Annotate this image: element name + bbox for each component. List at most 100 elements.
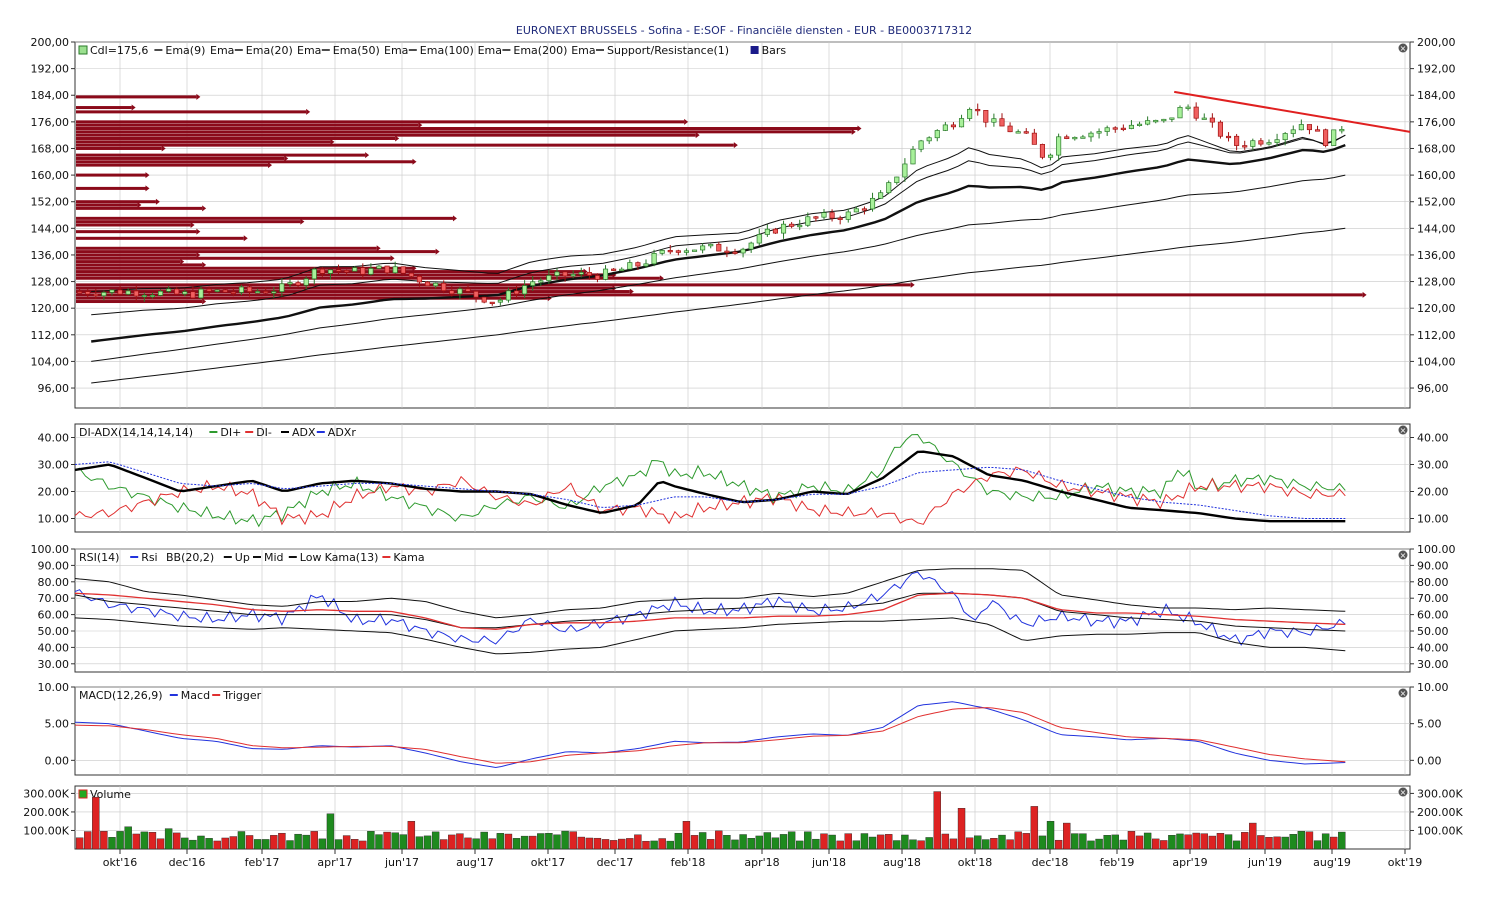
support-resistance-arrow <box>284 155 289 162</box>
candle-body <box>1290 129 1296 134</box>
candle-body <box>481 296 487 303</box>
volume-bar <box>1184 834 1192 850</box>
series-rsi <box>74 571 1346 646</box>
candle-body <box>117 289 123 295</box>
y-tick-label-left: 120,00 <box>31 302 70 315</box>
support-resistance-arrow <box>857 125 862 132</box>
candle-body <box>1096 131 1102 134</box>
volume-bar <box>1071 833 1079 850</box>
volume-bar <box>391 832 399 850</box>
candle-body <box>1331 129 1337 146</box>
y-tick-label-left: 96,00 <box>38 382 70 395</box>
candle-body <box>594 275 600 280</box>
candle-body <box>675 250 681 253</box>
support-resistance-level <box>76 253 197 257</box>
support-resistance-level <box>76 250 436 254</box>
support-resistance-arrow <box>202 298 207 305</box>
volume-bar <box>189 839 197 850</box>
candle-body <box>1306 124 1312 131</box>
candle-body <box>1274 139 1280 143</box>
volume-bar <box>229 836 238 850</box>
candle-body <box>1047 154 1054 158</box>
candle-body <box>295 282 301 286</box>
candle-body <box>999 118 1005 127</box>
volume-bar <box>634 834 642 850</box>
volume-bar <box>949 838 958 850</box>
volume-bar <box>399 834 407 850</box>
candle-body <box>902 163 908 178</box>
volume-bar <box>747 838 755 850</box>
y-tick-label-right: 200.00K <box>1417 806 1463 819</box>
panel-frame <box>74 41 1411 409</box>
legend-entry: DI+ <box>220 426 241 439</box>
x-tick-label: aug'18 <box>883 856 921 869</box>
volume-bar <box>529 835 537 850</box>
candle-body <box>1007 125 1013 133</box>
support-resistance-level <box>76 236 244 240</box>
candle-body <box>149 294 155 298</box>
candle-body <box>198 288 204 299</box>
support-resistance-level <box>76 293 1363 297</box>
legend-entry: Support/Resistance(1) <box>607 44 729 57</box>
support-resistance-arrow <box>202 205 207 212</box>
y-tick-label-left: 40.00 <box>38 432 70 445</box>
candle-body <box>821 212 827 218</box>
volume-bar <box>666 840 674 850</box>
volume-bar <box>593 837 602 850</box>
support-resistance-level <box>76 203 138 207</box>
panel-frame <box>74 423 1411 533</box>
volume-bar <box>181 837 189 850</box>
candle-body <box>861 208 867 211</box>
legend-entry: Ema(100) <box>420 44 474 57</box>
volume-bar <box>1087 840 1095 850</box>
support-resistance-level <box>76 290 630 294</box>
candle-body <box>93 293 99 297</box>
candle-body <box>1314 129 1321 132</box>
series-di <box>74 466 1346 526</box>
candle-body <box>392 266 398 274</box>
support-resistance-arrow <box>547 295 552 302</box>
legend-entry: Rsi <box>141 551 157 564</box>
legend-entry: Macd <box>181 689 210 702</box>
volume-bar <box>1135 835 1144 850</box>
candle-body <box>950 124 956 128</box>
volume-bar <box>456 833 464 850</box>
support-resistance-arrow <box>145 185 150 192</box>
volume-bar <box>577 836 585 850</box>
y-tick-label-left: 50.00 <box>38 625 70 638</box>
volume-bar <box>286 840 294 850</box>
support-resistance-arrow <box>300 218 305 225</box>
candle-body <box>376 265 382 269</box>
y-tick-label-right: 176,00 <box>1417 116 1456 129</box>
volume-bar <box>278 832 286 850</box>
indicator-series-1 <box>74 433 1346 528</box>
volume-bar <box>585 837 594 850</box>
y-tick-label-right: 192,00 <box>1417 63 1456 76</box>
support-resistance-arrow <box>910 281 915 288</box>
series-low <box>74 617 1346 655</box>
support-resistance-level <box>76 300 203 304</box>
volume-bar <box>1330 836 1338 850</box>
volume-bar <box>642 840 650 850</box>
volume-bar <box>1014 831 1022 850</box>
ema-line-Ema9 <box>91 134 1346 292</box>
volume-bar <box>545 833 553 850</box>
candle-body <box>748 242 754 250</box>
candle-body <box>546 275 552 282</box>
candle-body <box>400 266 406 274</box>
volume-bar <box>674 832 683 850</box>
volume-bar <box>553 834 561 850</box>
y-tick-label-right: 100.00K <box>1417 824 1463 837</box>
volume-bar <box>1152 838 1160 850</box>
support-resistance-arrow <box>330 138 335 145</box>
y-tick-label-left: 160,00 <box>31 169 70 182</box>
candle-body <box>166 288 172 292</box>
panel-close-glyph: × <box>1400 551 1407 560</box>
candle-body <box>991 118 997 123</box>
volume-bar <box>998 834 1006 850</box>
volume-bar <box>812 838 820 850</box>
y-tick-label-right: 60.00 <box>1417 609 1449 622</box>
candle-body <box>327 269 333 274</box>
volume-bar <box>512 838 521 850</box>
